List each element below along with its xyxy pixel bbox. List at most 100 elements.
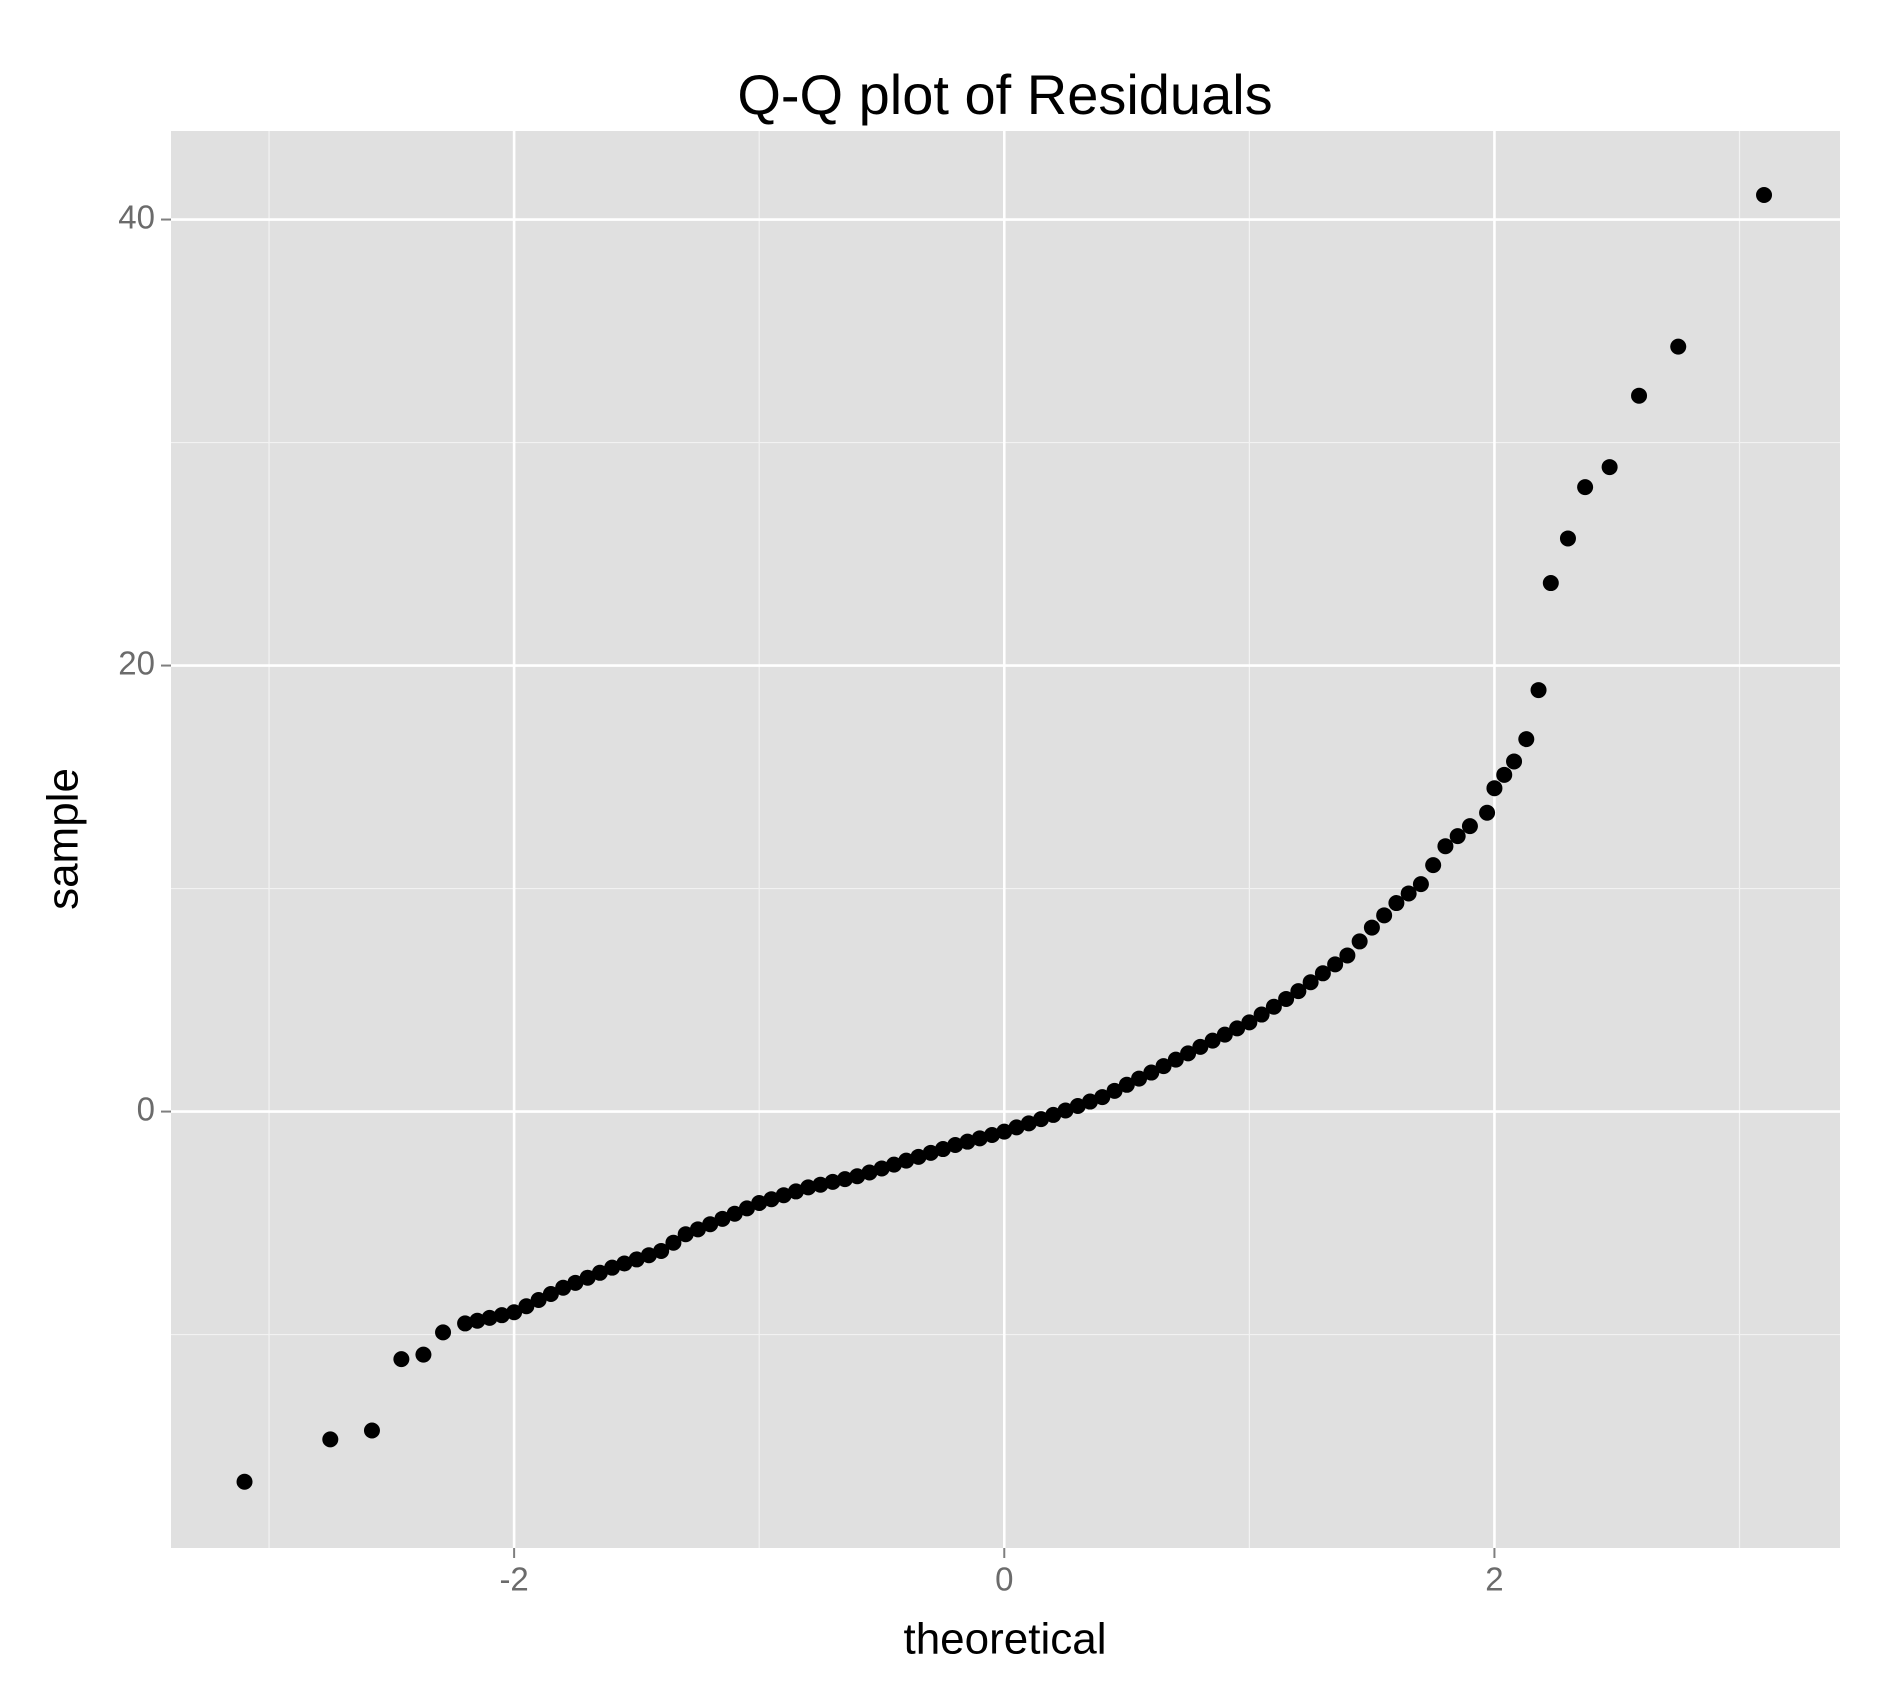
point	[1437, 838, 1454, 855]
point	[1479, 804, 1496, 821]
point	[836, 1171, 853, 1188]
point	[435, 1324, 452, 1341]
point	[1577, 479, 1594, 496]
point	[363, 1422, 380, 1439]
point	[530, 1292, 547, 1309]
point	[849, 1168, 866, 1185]
point	[653, 1242, 670, 1259]
point	[714, 1210, 731, 1227]
point	[1542, 575, 1559, 592]
point	[1229, 1020, 1246, 1037]
point	[787, 1183, 804, 1200]
point	[959, 1133, 976, 1150]
point	[1518, 731, 1535, 748]
point	[922, 1144, 939, 1161]
point	[1045, 1106, 1062, 1123]
point	[1008, 1119, 1025, 1136]
point	[824, 1173, 841, 1190]
x-tick-label: 0	[995, 1561, 1013, 1598]
point	[1461, 818, 1478, 835]
point	[1265, 998, 1282, 1015]
point	[1069, 1097, 1086, 1114]
point	[1506, 753, 1523, 770]
x-tick-label: -2	[499, 1561, 528, 1598]
point	[910, 1148, 927, 1165]
point	[677, 1226, 694, 1243]
point	[493, 1307, 510, 1324]
point	[1631, 387, 1648, 404]
point	[1155, 1058, 1172, 1075]
point	[1339, 947, 1356, 964]
point	[1216, 1026, 1233, 1043]
point	[1601, 459, 1618, 476]
y-tick-label: 0	[137, 1090, 155, 1127]
point	[984, 1126, 1001, 1143]
point	[506, 1304, 523, 1321]
point	[1192, 1038, 1209, 1055]
point	[800, 1179, 817, 1196]
point	[1351, 933, 1368, 950]
point	[726, 1205, 743, 1222]
point	[702, 1216, 719, 1233]
point	[616, 1255, 633, 1272]
point	[518, 1298, 535, 1315]
point	[1400, 885, 1417, 902]
point	[1559, 530, 1576, 547]
point	[542, 1285, 559, 1302]
point	[996, 1123, 1013, 1140]
point	[1278, 990, 1295, 1007]
point	[1131, 1070, 1148, 1087]
point	[738, 1200, 755, 1217]
point	[591, 1264, 608, 1281]
point	[1376, 907, 1393, 924]
point	[1106, 1082, 1123, 1099]
point	[1486, 780, 1503, 797]
point	[751, 1195, 768, 1212]
point	[1057, 1102, 1074, 1119]
point	[873, 1160, 890, 1177]
point	[604, 1259, 621, 1276]
point	[1756, 187, 1773, 204]
point	[1388, 895, 1405, 912]
point	[1530, 682, 1547, 699]
y-tick-label: 20	[118, 644, 155, 681]
point	[567, 1274, 584, 1291]
point	[935, 1141, 952, 1158]
x-axis-title: theoretical	[903, 1615, 1106, 1664]
point	[1327, 956, 1344, 973]
point	[236, 1473, 253, 1490]
point	[640, 1247, 657, 1264]
point	[689, 1221, 706, 1238]
point	[1290, 983, 1307, 1000]
point	[1253, 1006, 1270, 1023]
point	[1180, 1045, 1197, 1062]
point	[393, 1351, 410, 1368]
point	[555, 1279, 572, 1296]
point	[1314, 965, 1331, 982]
point	[898, 1152, 915, 1169]
point	[1143, 1064, 1160, 1081]
point	[1094, 1089, 1111, 1106]
point	[1241, 1014, 1258, 1031]
point	[1033, 1111, 1050, 1128]
chart-title: Q-Q plot of Residuals	[737, 63, 1272, 126]
point	[481, 1309, 498, 1326]
y-tick-label: 40	[118, 198, 155, 235]
point	[1020, 1115, 1037, 1132]
x-tick-label: 2	[1485, 1561, 1503, 1598]
point	[861, 1164, 878, 1181]
point	[628, 1251, 645, 1268]
point	[763, 1191, 780, 1208]
point	[415, 1346, 432, 1363]
point	[1167, 1051, 1184, 1068]
point	[469, 1312, 486, 1329]
point	[1204, 1032, 1221, 1049]
point	[1412, 876, 1429, 893]
point	[971, 1130, 988, 1147]
point	[1118, 1076, 1135, 1093]
point	[1670, 338, 1687, 355]
point	[947, 1137, 964, 1154]
point	[1449, 828, 1466, 845]
point	[1082, 1093, 1099, 1110]
